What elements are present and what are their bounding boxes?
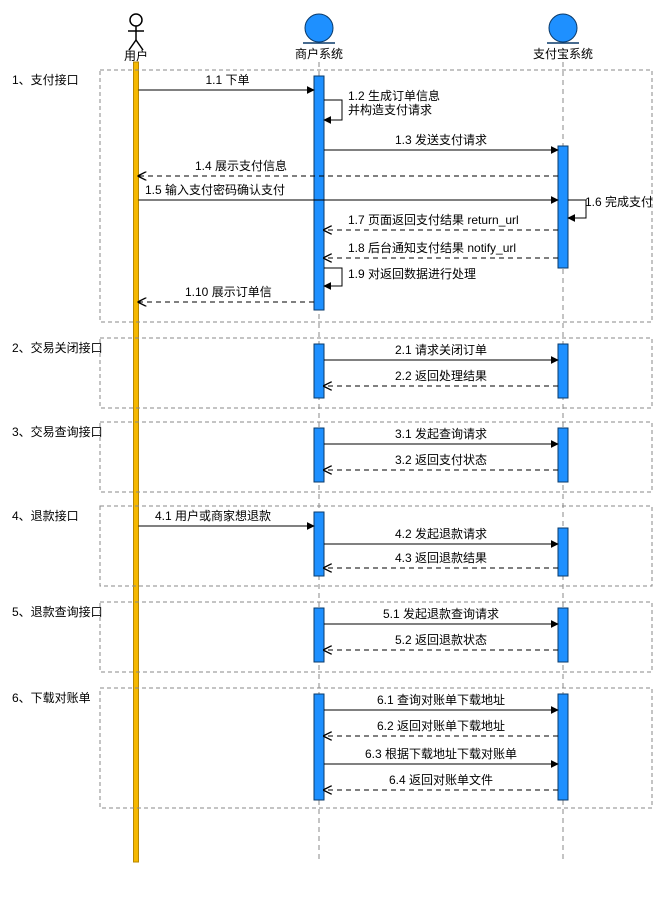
message-label: 5.1 发起退款查询请求 [383,606,499,621]
activation-bar [558,428,568,482]
activation-bar [314,512,324,576]
actor-user: 用户 [124,14,148,63]
section-box-3 [100,422,652,492]
self-message [568,200,586,218]
message-label: 1.5 输入支付密码确认支付 [145,182,285,197]
message-label: 6.3 根据下载地址下载对账单 [365,747,517,761]
message-label: 3.1 发起查询请求 [395,426,487,441]
activation-bar [314,608,324,662]
activation-bar [314,694,324,800]
message-label: 1.10 展示订单信 [185,285,272,299]
activation-bar [558,608,568,662]
message-label: 6.1 查询对账单下载地址 [377,693,505,707]
message-label: 6.4 返回对账单文件 [389,772,493,787]
section-label-1: 1、支付接口 [12,72,79,87]
sequence-diagram: 用户 商户系统 支付宝系统 1、支付接口 1.1 下单 1.2 生成订单信息并构造支付请求… [0,0,660,902]
actor-user-label: 用户 [124,48,148,63]
activation-bar [558,146,568,268]
message-label: 1.1 下单 [205,73,249,87]
message-label: 并构造支付请求 [348,102,432,117]
message-label: 6.2 返回对账单下载地址 [377,719,505,733]
message-label: 4.2 发起退款请求 [395,526,487,541]
message-label: 1.6 完成支付 [585,194,653,209]
message-label: 5.2 返回退款状态 [395,633,487,647]
actor-alipay-label: 支付宝系统 [533,47,593,61]
self-message [324,268,342,286]
message-label: 2.1 请求关闭订单 [395,343,487,357]
activation-bar [314,344,324,398]
section-label-2: 2、交易关闭接口 [12,340,103,355]
section-label-6: 6、下载对账单 [12,691,91,705]
self-message [324,100,342,120]
activation-bar [314,428,324,482]
actor-merchant-icon [305,14,333,42]
section-label-3: 3、交易查询接口 [12,424,103,439]
actor-alipay-icon [549,14,577,42]
activation-bar [314,76,324,310]
activation-bar [558,528,568,576]
message-label: 3.2 返回支付状态 [395,453,487,467]
section-box-2 [100,338,652,408]
message-label: 1.3 发送支付请求 [395,132,487,147]
section-box-5 [100,602,652,672]
message-label: 1.2 生成订单信息 [348,88,440,103]
section-label-5: 5、退款查询接口 [12,604,103,619]
message-label: 1.7 页面返回支付结果 return_url [348,213,519,227]
activation-bar [558,344,568,398]
message-label: 4.1 用户或商家想退款 [155,508,271,523]
message-label: 1.8 后台通知支付结果 notify_url [348,240,516,255]
section-label-4: 4、退款接口 [12,508,79,523]
message-label: 2.2 返回处理结果 [395,369,487,383]
message-label: 4.3 返回退款结果 [395,551,487,565]
actor-merchant-label: 商户系统 [295,46,343,61]
message-label: 1.9 对返回数据进行处理 [348,266,476,281]
user-lifeline-bar [134,62,139,862]
message-label: 1.4 展示支付信息 [195,158,287,173]
activation-bar [558,694,568,800]
